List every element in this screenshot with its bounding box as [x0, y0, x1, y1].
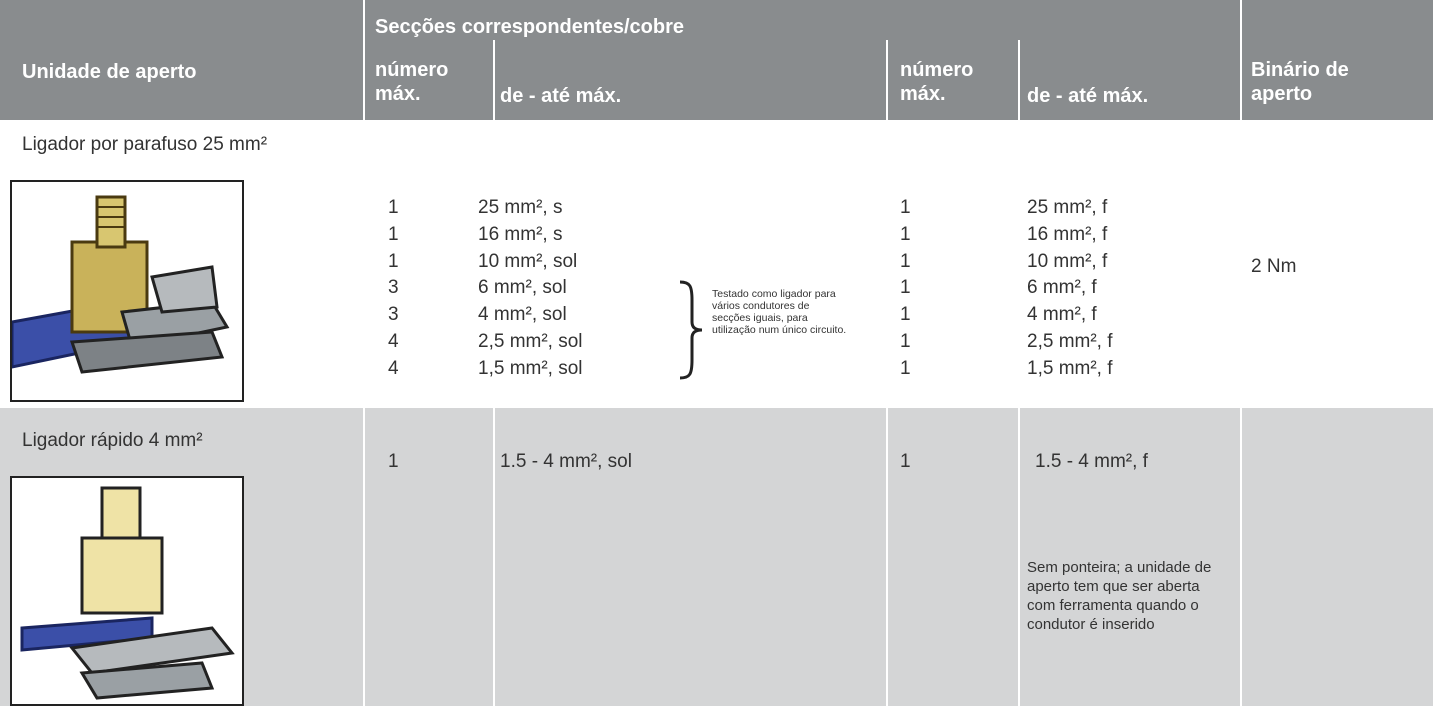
count: 3 — [388, 304, 399, 326]
section: 16 mm², f — [1027, 223, 1108, 245]
count: 1 — [900, 277, 911, 299]
note: Sem ponteira; a unidade de aperto tem qu… — [1027, 559, 1212, 633]
separator — [1018, 408, 1020, 706]
count-list: 1 1 1 3 3 4 4 — [388, 195, 399, 383]
section-list: 25 mm², s 16 mm², s 10 mm², sol 6 mm², sol 4… — [478, 195, 583, 383]
section: 2,5 mm², sol — [478, 330, 583, 352]
column-header: de - até máx. — [500, 85, 622, 107]
header-bg — [0, 0, 1433, 120]
count: 1 — [388, 223, 399, 245]
illustration — [12, 478, 242, 704]
separator — [1018, 40, 1020, 120]
row-title: Ligador rápido 4 mm² — [22, 430, 203, 451]
separator — [363, 0, 365, 120]
separator — [363, 408, 365, 706]
count: 1 — [388, 451, 399, 472]
count-list: 1 — [900, 449, 911, 476]
column-header: Unidade de aperto — [22, 61, 197, 83]
column-header: de - até máx. — [1027, 85, 1149, 107]
section: 16 mm², s — [478, 223, 563, 245]
torque: 2 Nm — [1251, 256, 1297, 277]
product-image — [10, 476, 244, 706]
separator — [1240, 0, 1242, 120]
separator — [493, 408, 495, 706]
separator — [493, 40, 495, 120]
count: 4 — [388, 357, 399, 379]
section: 6 mm², sol — [478, 277, 567, 299]
count: 4 — [388, 330, 399, 352]
count-list: 1 — [388, 449, 399, 476]
count: 3 — [388, 277, 399, 299]
row-title: Ligador por parafuso 25 mm² — [22, 134, 268, 155]
count: 1 — [900, 451, 911, 472]
separator — [886, 40, 888, 120]
section: 6 mm², f — [1027, 277, 1097, 299]
section-list: 25 mm², f 16 mm², f 10 mm², f 6 mm², f 4 mm²… — [1027, 195, 1113, 383]
section: 25 mm², s — [478, 197, 563, 218]
section: 1.5 - 4 mm², f — [1035, 451, 1148, 472]
section: 25 mm², f — [1027, 197, 1108, 218]
section: 1.5 - 4 mm², sol — [500, 451, 632, 472]
section: 10 mm², f — [1027, 250, 1108, 272]
separator — [886, 408, 888, 706]
section: 4 mm², f — [1027, 304, 1097, 326]
section: 10 mm², sol — [478, 250, 578, 272]
count: 1 — [900, 197, 911, 218]
group-header: Secções correspondentes/cobre — [375, 16, 685, 38]
count: 1 — [900, 250, 911, 272]
section: 1,5 mm², sol — [478, 357, 583, 379]
section-list: 1.5 - 4 mm², f — [1035, 449, 1148, 476]
illustration — [10, 182, 242, 400]
column-header: número máx. — [375, 59, 449, 105]
section: 4 mm², sol — [478, 304, 567, 326]
count: 1 — [900, 357, 911, 379]
brace — [679, 280, 703, 380]
product-image — [10, 180, 244, 402]
section-list: 1.5 - 4 mm², sol — [500, 449, 632, 476]
count: 1 — [900, 223, 911, 245]
column-header: número máx. — [900, 59, 974, 105]
separator — [1240, 408, 1242, 706]
section: 1,5 mm², f — [1027, 357, 1113, 379]
count: 1 — [388, 250, 399, 272]
column-header: Binário de aperto — [1251, 59, 1349, 105]
count-list: 1 1 1 1 1 1 1 — [900, 195, 911, 383]
section: 2,5 mm², f — [1027, 330, 1113, 352]
count: 1 — [388, 197, 399, 218]
count: 1 — [900, 304, 911, 326]
note: Testado como ligador para vários conduto… — [712, 288, 847, 336]
count: 1 — [900, 330, 911, 352]
